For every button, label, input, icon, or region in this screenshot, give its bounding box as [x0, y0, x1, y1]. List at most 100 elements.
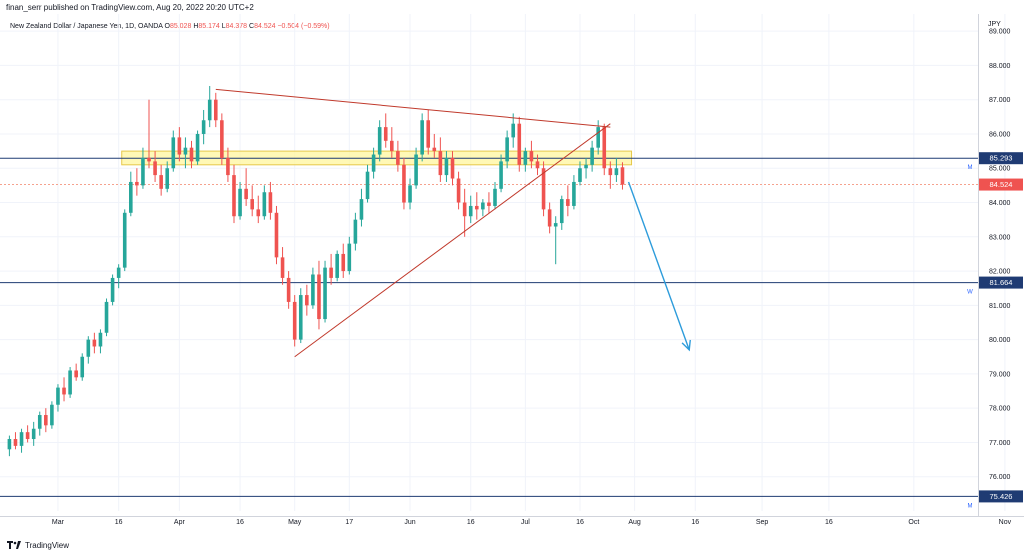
candle — [438, 137, 443, 182]
candle — [420, 113, 424, 162]
candle-body — [566, 199, 570, 206]
candle — [608, 161, 613, 189]
candle — [474, 192, 479, 220]
candle — [201, 109, 206, 145]
candle — [280, 247, 285, 285]
candle-body — [402, 164, 406, 203]
candle — [553, 216, 558, 265]
candle — [256, 195, 261, 224]
candle-body — [553, 223, 558, 227]
candle-body — [292, 301, 297, 340]
publisher-line: finan_serr published on TradingView.com,… — [6, 3, 254, 12]
candle — [426, 109, 431, 155]
candle — [408, 178, 412, 210]
candle — [535, 154, 540, 176]
last-price-tag — [979, 178, 1023, 191]
open-value: 85.028 — [169, 23, 192, 30]
candle — [244, 168, 248, 206]
candle-body — [201, 120, 206, 134]
candle — [177, 127, 182, 162]
candle-body — [529, 151, 534, 162]
level-price-tag — [979, 490, 1023, 503]
low-value: 84.378 — [225, 23, 248, 30]
candle-body — [335, 253, 339, 278]
candle-body — [171, 137, 176, 169]
candle — [92, 332, 97, 354]
candle-body — [572, 181, 576, 206]
change-value: −0.504 (−0.59%) — [277, 23, 330, 30]
candle-body — [353, 219, 358, 244]
candle — [396, 140, 400, 172]
candle — [298, 288, 303, 344]
candle — [286, 271, 291, 309]
symbol-legend: New Zealand Dollar / Japanese Yen, 1D, O… — [10, 23, 330, 30]
level-price-tag — [979, 152, 1023, 165]
candle — [359, 188, 364, 227]
candle — [56, 384, 60, 412]
candle-body — [432, 147, 437, 152]
candle — [135, 168, 139, 196]
candle-body — [590, 147, 594, 165]
candle — [614, 157, 619, 182]
candle — [220, 113, 224, 165]
candle-body — [468, 205, 473, 217]
candle — [189, 140, 194, 169]
candle — [62, 377, 66, 402]
candle-body — [523, 151, 528, 165]
candle-body — [390, 140, 394, 152]
candle-body — [614, 168, 619, 176]
open-label: O — [164, 23, 170, 30]
candle — [165, 161, 170, 193]
candle — [50, 401, 54, 429]
candle — [195, 130, 200, 165]
candle-body — [474, 205, 479, 210]
candle-body — [129, 181, 133, 213]
y-tick-label: 86.000 — [989, 131, 1011, 138]
candle-body — [238, 188, 242, 217]
x-tick-label: Nov — [999, 519, 1012, 526]
level-interval-marker: M — [968, 503, 973, 509]
candle-body — [183, 147, 188, 155]
currency-label: JPY — [988, 21, 1001, 28]
candle — [213, 92, 218, 128]
candle — [341, 243, 346, 278]
candle-body — [262, 192, 267, 217]
symbol-name: New Zealand Dollar / Japanese Yen, 1D, O… — [10, 23, 163, 30]
candle-body — [56, 387, 60, 405]
x-tick-label: Sep — [756, 519, 769, 526]
candle-body — [341, 253, 346, 272]
candle-body — [620, 167, 625, 185]
candle-body — [50, 404, 54, 426]
candle — [262, 185, 267, 220]
candle — [110, 274, 115, 306]
candle — [122, 209, 127, 272]
candle — [183, 137, 188, 169]
candle-body — [408, 185, 412, 203]
tradingview-footer: TradingView — [7, 538, 69, 552]
candle — [456, 171, 461, 210]
candle — [153, 151, 157, 182]
candle-body — [420, 120, 424, 155]
x-tick-label: Oct — [908, 519, 919, 526]
candle — [329, 253, 333, 285]
candle — [559, 195, 564, 230]
candle-body — [104, 301, 109, 333]
candle — [347, 236, 352, 275]
candle-body — [329, 267, 333, 278]
candle — [171, 130, 176, 172]
candle-body — [122, 212, 127, 268]
candle-body — [280, 257, 285, 278]
candle — [292, 295, 297, 347]
y-tick-label: 79.000 — [989, 371, 1011, 378]
candle-body — [311, 274, 315, 306]
candle — [13, 432, 18, 450]
candle-body — [547, 209, 552, 227]
candle-body — [226, 157, 230, 176]
candle — [487, 192, 491, 213]
candle-body — [213, 99, 218, 121]
candle-body — [359, 199, 364, 220]
candle-body — [535, 161, 540, 169]
candle — [80, 353, 85, 381]
candle-body — [232, 175, 236, 217]
